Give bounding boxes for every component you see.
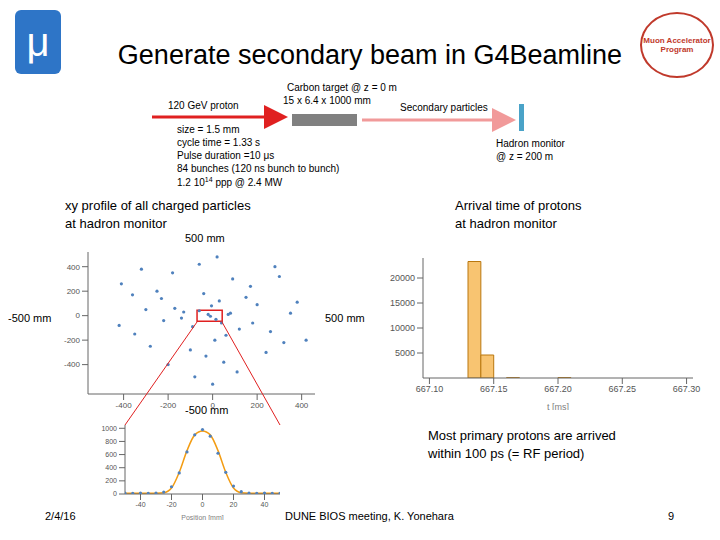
html-text:size = 1.5 mm: size = 1.5 mm <box>177 124 240 135</box>
svg-text:667.25: 667.25 <box>609 384 637 394</box>
html-text:at hadron monitor: at hadron monitor <box>65 216 167 231</box>
html-text:-500 mm: -500 mm <box>185 404 229 416</box>
svg-text:5000: 5000 <box>395 348 415 358</box>
html-text:within 100 ps (= RF period): within 100 ps (= RF period) <box>428 446 585 461</box>
svg-text:200: 200 <box>67 287 81 296</box>
svg-text:20000: 20000 <box>390 273 415 283</box>
svg-text:-200: -200 <box>64 336 81 345</box>
html-text:120 GeV proton: 120 GeV proton <box>168 100 239 111</box>
html-text:at hadron monitor: at hadron monitor <box>455 216 557 231</box>
svg-text:600: 600 <box>105 451 117 458</box>
svg-text:1000: 1000 <box>101 425 117 432</box>
html-text:14ppp @ 2.4 MW: 14ppp @ 2.4 MW <box>204 176 283 189</box>
svg-text:0: 0 <box>76 311 81 320</box>
html-text:Carbon target @ z = 0 m: Carbon target @ z = 0 m <box>287 82 397 93</box>
svg-text:0: 0 <box>113 490 117 497</box>
svg-text:40: 40 <box>261 501 269 508</box>
html-text:84 bunches (120 ns bunch to bu: 84 bunches (120 ns bunch to bunch) <box>177 163 340 174</box>
svg-text:10000: 10000 <box>390 323 415 333</box>
svg-text:200: 200 <box>250 401 264 410</box>
html-text:500 mm: 500 mm <box>185 232 225 244</box>
svg-text:400: 400 <box>67 263 81 272</box>
svg-text:-400: -400 <box>64 360 81 369</box>
html-text:cycle time = 1.33 s: cycle time = 1.33 s <box>177 137 261 148</box>
svg-text:667.10: 667.10 <box>416 384 444 394</box>
svg-text:400: 400 <box>295 401 309 410</box>
svg-text:Position [mm]: Position [mm] <box>181 514 223 520</box>
svg-text:667.20: 667.20 <box>544 384 572 394</box>
svg-text:t [ms]: t [ms] <box>547 402 569 410</box>
html-text:Hadron monitor: Hadron monitor <box>496 138 565 149</box>
html-text:1.2 10: 1.2 10 <box>177 177 205 189</box>
svg-text:667.30: 667.30 <box>673 384 701 394</box>
html-text:15 x 6.4 x 1000 mm: 15 x 6.4 x 1000 mm <box>283 95 371 106</box>
html-text:Muon Accelerator: Muon Accelerator <box>643 36 711 45</box>
html-text:xy profile of all charged part: xy profile of all charged particles <box>65 198 251 213</box>
html-text:Pulse duration =10 μs: Pulse duration =10 μs <box>177 150 275 161</box>
html-text:Most primary protons are arriv: Most primary protons are arrived <box>428 428 616 443</box>
html-text:@ z = 200 m: @ z = 200 m <box>496 151 554 162</box>
html-text:Generate secondary beam in G4B: Generate secondary beam in G4Beamline <box>117 40 623 70</box>
html-text:9: 9 <box>668 510 675 522</box>
html-text:Arrival time of protons: Arrival time of protons <box>455 198 582 213</box>
html-text:Secondary particles: Secondary particles <box>400 102 488 113</box>
svg-text:20: 20 <box>230 501 238 508</box>
svg-text:-200: -200 <box>160 401 177 410</box>
svg-text:-400: -400 <box>116 401 133 410</box>
html-text:-500 mm: -500 mm <box>8 312 52 324</box>
svg-text:0: 0 <box>201 501 205 508</box>
svg-text:-40: -40 <box>135 501 145 508</box>
html-text:DUNE BIOS meeting, K. Yonehara: DUNE BIOS meeting, K. Yonehara <box>285 510 454 522</box>
html-text:500 mm: 500 mm <box>325 312 365 324</box>
html-text:2/4/16: 2/4/16 <box>45 510 76 522</box>
html-text:μ: μ <box>26 20 50 64</box>
svg-text:400: 400 <box>105 464 117 471</box>
svg-text:667.15: 667.15 <box>480 384 508 394</box>
svg-text:800: 800 <box>105 438 117 445</box>
svg-text:-20: -20 <box>166 501 176 508</box>
html-text:Program: Program <box>660 45 694 54</box>
svg-text:15000: 15000 <box>390 298 415 308</box>
svg-text:200: 200 <box>105 477 117 484</box>
